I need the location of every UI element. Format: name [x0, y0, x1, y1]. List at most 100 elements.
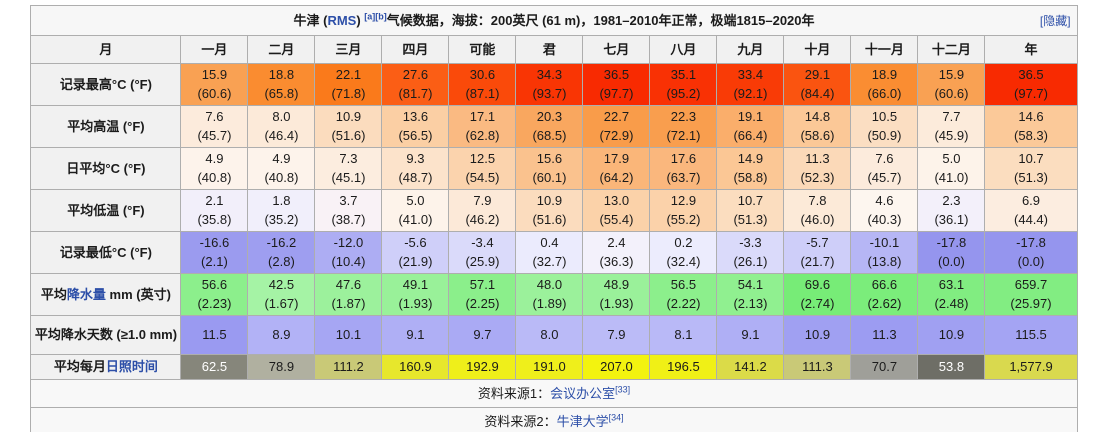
cell-avg-high: 14.8 (58.6): [783, 105, 852, 148]
month-header-feb: 二月: [247, 35, 316, 64]
cell-value: 22.1: [335, 66, 362, 82]
cell-secondary-value: (26.1): [733, 253, 768, 269]
precipitation-link[interactable]: 降水量: [66, 286, 106, 302]
row-precip: 平均降水量 mm (英寸) 56.6 (2.23) 42.5 (1.67) 47.6 (1.…: [30, 273, 1078, 316]
row-record-high: 记录最高°C (°F) 15.9 (60.6) 18.8 (65.8) 22.1 (71.8…: [30, 63, 1078, 106]
cell-value: 7.9: [473, 192, 492, 208]
month-header-aug: 八月: [649, 35, 718, 64]
cell-value: 14.6: [1018, 108, 1044, 124]
row-label-text: 平均低温 (°F): [67, 202, 145, 218]
cell-sunshine: 53.8: [917, 354, 986, 380]
cell-value: 9.1: [741, 326, 760, 342]
cell-sunshine: 62.5: [180, 354, 249, 380]
cell-sunshine: 191.0: [515, 354, 584, 380]
month-header-mar: 三月: [314, 35, 383, 64]
cell-precip: 56.6 (2.23): [180, 273, 249, 316]
sunshine-link[interactable]: 日照时间: [105, 359, 158, 375]
cell-precip: 54.1 (2.13): [716, 273, 785, 316]
source1-ref[interactable]: [33]: [615, 384, 631, 395]
source2-link[interactable]: 牛津大学: [556, 413, 609, 429]
cell-value: 9.1: [406, 326, 425, 342]
cell-value: 11.3: [805, 150, 830, 166]
cell-sunshine: 111.3: [783, 354, 852, 380]
cell-secondary-value: (25.97): [1010, 295, 1052, 311]
rms-link[interactable]: RMS: [327, 12, 357, 28]
cell-secondary-value: (25.9): [465, 253, 500, 269]
cell-value: 8.0: [540, 326, 559, 342]
cell-avg-high: 19.1 (66.4): [716, 105, 785, 148]
cell-avg-low: 4.6 (40.3): [850, 189, 919, 232]
source2-ref[interactable]: [34]: [608, 412, 624, 423]
cell-value: 14.8: [804, 108, 831, 124]
cell-value: 10.5: [871, 108, 898, 124]
cell-value: 12.5: [469, 150, 496, 166]
cell-precip: 63.1 (2.48): [917, 273, 986, 316]
cell-secondary-value: (2.22): [666, 295, 701, 311]
cell-secondary-value: (84.4): [800, 85, 835, 101]
cell-secondary-value: (36.3): [599, 253, 634, 269]
cell-avg-high: 13.6 (56.5): [381, 105, 450, 148]
cell-secondary-value: (65.8): [264, 85, 299, 101]
cell-avg-low: 3.7 (38.7): [314, 189, 383, 232]
month-header-nov: 十一月: [850, 35, 919, 64]
row-label-text: 日平均°C (°F): [66, 160, 146, 176]
cell-value: 15.9: [201, 66, 228, 82]
cell-daily-mean: 9.3 (48.7): [381, 147, 450, 190]
cell-secondary-value: (21.7): [800, 253, 835, 269]
cell-avg-low: 5.0 (41.0): [381, 189, 450, 232]
cell-value: 10.9: [335, 108, 362, 124]
cell-record-low: -10.1 (13.8): [850, 231, 919, 274]
cell-value: 196.5: [667, 358, 700, 374]
cell-secondary-value: (2.74): [800, 295, 835, 311]
cell-value: 2.3: [942, 192, 961, 208]
row-label-record-low: 记录最低°C (°F): [30, 231, 182, 274]
row-label-text: 平均: [40, 286, 67, 302]
cell-record-high: 34.3 (93.7): [515, 63, 584, 106]
cell-value: 17.6: [670, 150, 697, 166]
cell-secondary-value: (58.6): [800, 127, 835, 143]
cell-avg-low: 7.8 (46.0): [783, 189, 852, 232]
cell-value: 18.8: [268, 66, 295, 82]
cell-avg-high: 10.9 (51.6): [314, 105, 383, 148]
row-label-text: 平均高温 (°F): [67, 118, 145, 134]
cell-precip: 48.0 (1.89): [515, 273, 584, 316]
row-label-daily-mean: 日平均°C (°F): [30, 147, 182, 190]
cell-value: 141.2: [734, 358, 767, 374]
cell-secondary-value: (1.93): [599, 295, 634, 311]
month-header-jan: 一月: [180, 35, 249, 64]
cell-secondary-value: (72.1): [666, 127, 701, 143]
cell-secondary-value: (2.1): [201, 253, 228, 269]
hide-toggle[interactable]: [隐藏]: [1039, 14, 1071, 28]
cell-value: 48.0: [536, 276, 563, 292]
title-row: 牛津 (RMS) [a][b]气候数据，海拔：200英尺 (61 m)，1981…: [30, 5, 1078, 36]
cell-value: 36.5: [1018, 66, 1044, 82]
cell-secondary-value: (60.6): [197, 85, 232, 101]
cell-record-high: 33.4 (92.1): [716, 63, 785, 106]
cell-record-low: -12.0 (10.4): [314, 231, 383, 274]
cell-value: 10.7: [737, 192, 764, 208]
cell-avg-low: 6.9 (44.4): [984, 189, 1078, 232]
source1-link[interactable]: 会议办公室: [550, 385, 616, 401]
cell-avg-low: 7.9 (46.2): [448, 189, 517, 232]
cell-value: -5.6: [404, 234, 427, 250]
month-header-jul: 七月: [582, 35, 651, 64]
cell-secondary-value: (93.7): [532, 85, 567, 101]
cell-secondary-value: (2.62): [867, 295, 902, 311]
cell-value: -16.2: [266, 234, 297, 250]
cell-precip-days: 11.5: [180, 315, 249, 355]
cell-daily-mean: 7.6 (45.7): [850, 147, 919, 190]
cell-daily-mean: 12.5 (54.5): [448, 147, 517, 190]
cell-secondary-value: (10.4): [331, 253, 366, 269]
title-footnote-refs[interactable]: [a][b]: [364, 11, 387, 22]
row-daily-mean: 日平均°C (°F) 4.9 (40.8) 4.9 (40.8) 7.3 (45.1) 9.3…: [30, 147, 1078, 190]
cell-precip: 69.6 (2.74): [783, 273, 852, 316]
month-header-sep: 九月: [716, 35, 785, 64]
month-header-apr: 四月: [381, 35, 450, 64]
cell-sunshine: 141.2: [716, 354, 785, 380]
cell-value: 22.3: [670, 108, 697, 124]
cell-value: 12.9: [670, 192, 697, 208]
row-avg-high: 平均高温 (°F) 7.6 (45.7) 8.0 (46.4) 10.9 (51.6) 13.…: [30, 105, 1078, 148]
cell-value: 70.7: [871, 358, 898, 374]
cell-sunshine: 111.2: [314, 354, 383, 380]
cell-precip: 57.1 (2.25): [448, 273, 517, 316]
